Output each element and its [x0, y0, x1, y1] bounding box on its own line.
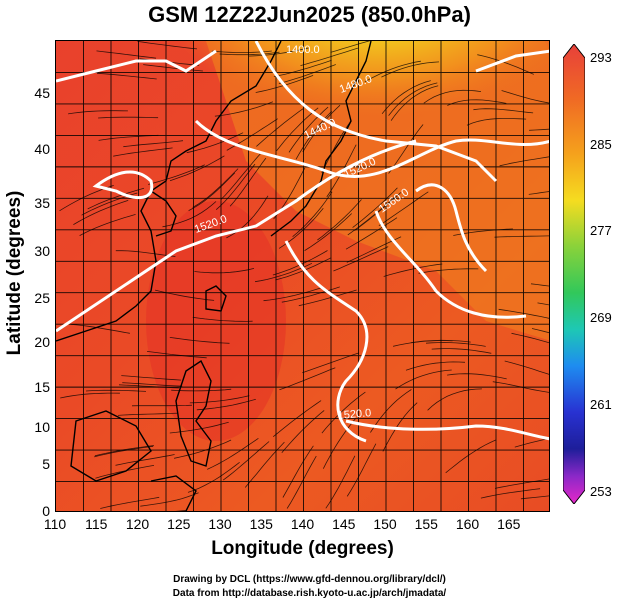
map-plot-area: 1520.0 1520.0 1560.0 1480.0 1440.0 1520.…	[55, 40, 550, 512]
x-tick-label: 155	[414, 516, 438, 532]
colorbar-tick-label: 269	[590, 310, 612, 325]
x-tick-label: 130	[208, 516, 232, 532]
colorbar	[563, 44, 585, 504]
colorbar-tick-label: 277	[590, 223, 612, 238]
y-tick-label: 45	[34, 85, 50, 101]
map-title: GSM 12Z22Jun2025 (850.0hPa)	[148, 2, 471, 27]
contour-label: 1520.0	[337, 407, 372, 422]
x-tick-label: 160	[455, 516, 480, 532]
map-canvas: 1520.0 1520.0 1560.0 1480.0 1440.0 1520.…	[56, 41, 549, 511]
x-axis-label: Longitude (degrees)	[211, 538, 394, 559]
lat-lon-grid	[56, 41, 549, 511]
y-tick-label: 35	[34, 195, 50, 211]
colorbar-gradient	[563, 44, 585, 504]
credit-data: Data from http://database.rish.kyoto-u.a…	[172, 588, 447, 599]
x-tick-label: 140	[290, 516, 315, 532]
x-tick-label: 150	[373, 516, 397, 532]
y-tick-label: 5	[42, 456, 50, 472]
y-tick-label: 25	[34, 290, 50, 306]
y-axis-label: Latitude (degrees)	[4, 190, 25, 356]
credit-drawing: Drawing by DCL (https://www.gfd-dennou.o…	[173, 574, 446, 585]
colorbar-tick-label: 293	[590, 50, 612, 65]
x-tick-label: 125	[167, 516, 191, 532]
y-tick-label: 10	[34, 419, 50, 435]
x-tick-label: 145	[332, 516, 356, 532]
y-tick-label: 20	[34, 334, 50, 350]
y-tick-label: 0	[42, 503, 50, 519]
y-tick-label: 30	[34, 243, 50, 259]
x-tick-label: 115	[85, 516, 108, 532]
colorbar-tick-label: 261	[590, 397, 612, 412]
x-tick-label: 135	[249, 516, 273, 532]
x-tick-label: 120	[125, 516, 150, 532]
colorbar-tick-label: 253	[590, 484, 612, 499]
contour-label: 1400.0	[286, 44, 320, 56]
x-tick-label: 165	[497, 516, 521, 532]
y-tick-label: 40	[34, 141, 50, 157]
height-contours	[56, 41, 549, 443]
colorbar-tick-label: 285	[590, 137, 612, 152]
x-tick-label: 110	[43, 516, 67, 532]
y-tick-label: 15	[34, 379, 50, 395]
